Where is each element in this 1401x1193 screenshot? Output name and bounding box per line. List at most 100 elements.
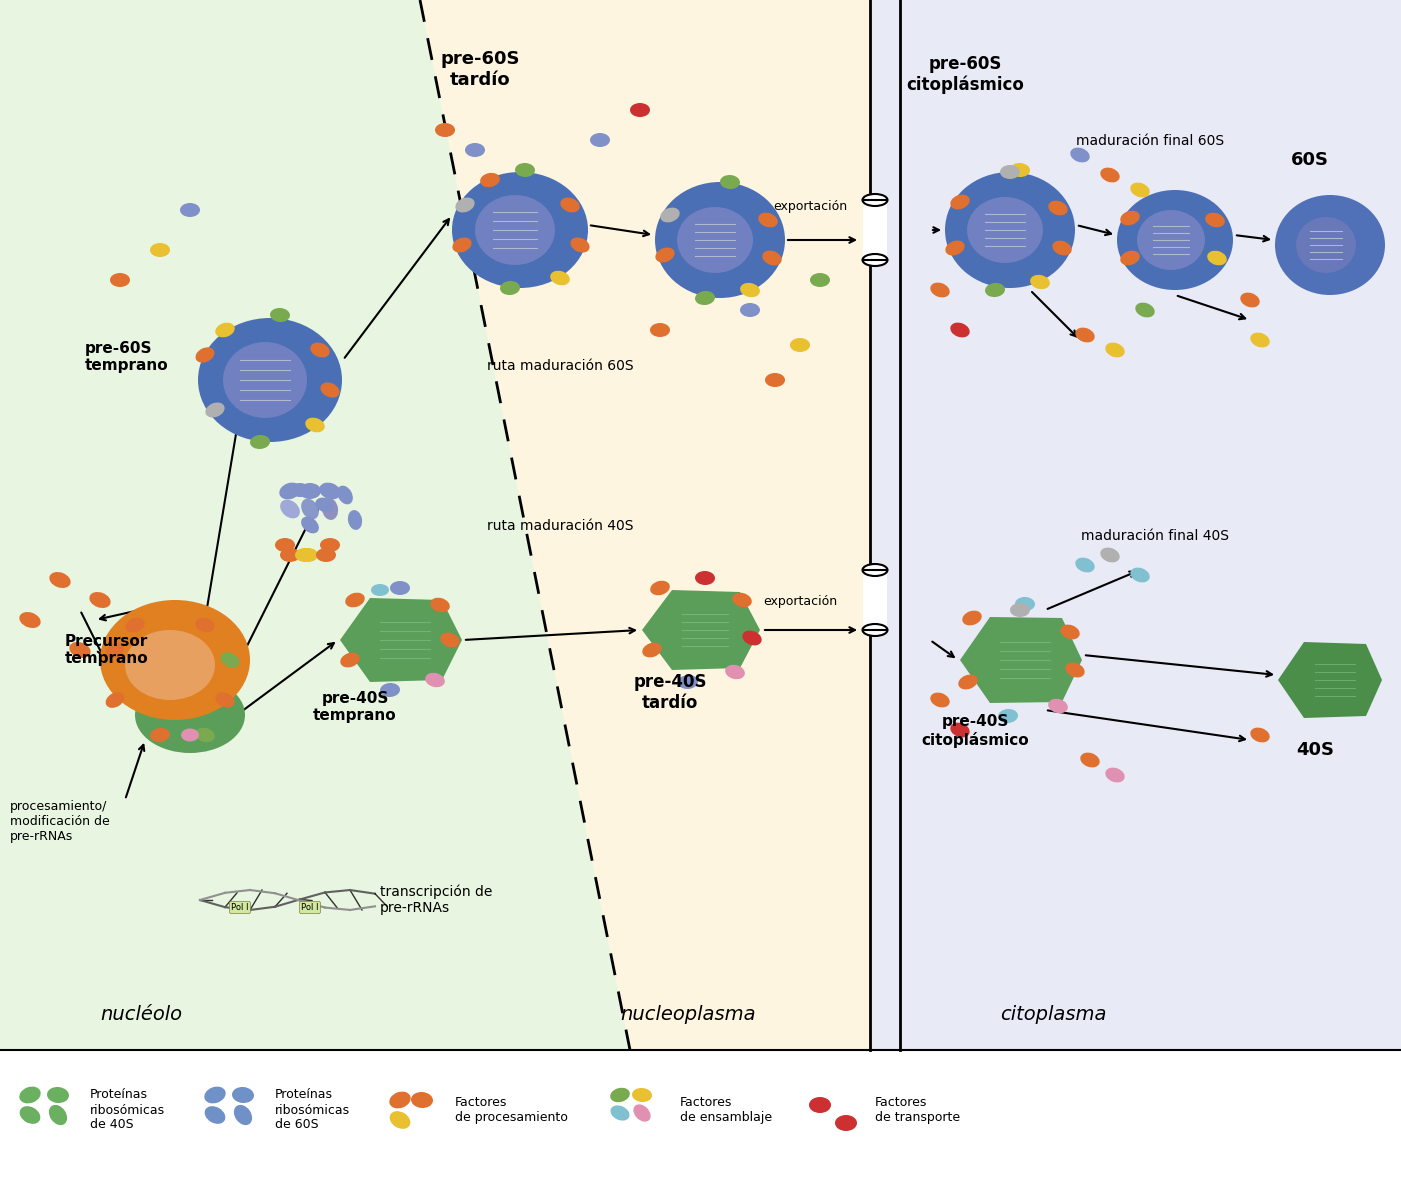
Ellipse shape — [1070, 148, 1090, 162]
Ellipse shape — [340, 653, 360, 667]
Ellipse shape — [950, 194, 969, 210]
Ellipse shape — [389, 1092, 410, 1108]
Ellipse shape — [425, 673, 446, 687]
Ellipse shape — [298, 548, 318, 562]
Ellipse shape — [590, 132, 609, 147]
Ellipse shape — [410, 1092, 433, 1108]
Text: pre-40S
citoplásmico: pre-40S citoplásmico — [922, 715, 1028, 748]
Ellipse shape — [743, 631, 762, 645]
Ellipse shape — [70, 642, 91, 659]
Ellipse shape — [430, 598, 450, 612]
Ellipse shape — [950, 723, 969, 737]
Ellipse shape — [216, 692, 234, 707]
Text: pre-40S
temprano: pre-40S temprano — [314, 691, 396, 723]
Ellipse shape — [301, 499, 319, 519]
Ellipse shape — [347, 511, 361, 530]
Ellipse shape — [305, 418, 325, 432]
Ellipse shape — [985, 283, 1005, 297]
Ellipse shape — [179, 203, 200, 217]
Text: nucleoplasma: nucleoplasma — [621, 1005, 755, 1024]
Ellipse shape — [465, 143, 485, 157]
Ellipse shape — [206, 402, 224, 418]
Ellipse shape — [205, 1087, 226, 1104]
Ellipse shape — [1131, 183, 1150, 197]
Ellipse shape — [551, 271, 570, 285]
Ellipse shape — [1240, 292, 1259, 308]
Ellipse shape — [99, 600, 249, 721]
Ellipse shape — [1065, 662, 1084, 678]
Text: ruta maduración 60S: ruta maduración 60S — [486, 359, 633, 373]
Ellipse shape — [216, 322, 235, 338]
Ellipse shape — [762, 251, 782, 266]
Text: Proteínas
ribosómicas
de 40S: Proteínas ribosómicas de 40S — [90, 1088, 165, 1131]
Ellipse shape — [1052, 241, 1072, 255]
Ellipse shape — [1121, 251, 1140, 265]
Ellipse shape — [642, 643, 661, 657]
Ellipse shape — [20, 612, 41, 628]
Ellipse shape — [835, 1115, 857, 1131]
Ellipse shape — [1135, 303, 1154, 317]
Ellipse shape — [500, 282, 520, 295]
Ellipse shape — [105, 642, 125, 657]
Ellipse shape — [656, 247, 675, 262]
Ellipse shape — [389, 1111, 410, 1129]
Ellipse shape — [695, 571, 715, 585]
Ellipse shape — [270, 308, 290, 322]
Ellipse shape — [1117, 190, 1233, 290]
Ellipse shape — [758, 212, 778, 228]
Ellipse shape — [380, 682, 401, 697]
Ellipse shape — [150, 728, 170, 742]
Polygon shape — [0, 0, 630, 1050]
Ellipse shape — [1105, 342, 1125, 358]
Text: Proteínas
ribosómicas
de 60S: Proteínas ribosómicas de 60S — [275, 1088, 350, 1131]
Ellipse shape — [453, 172, 588, 288]
Ellipse shape — [1138, 210, 1205, 270]
Polygon shape — [580, 0, 870, 1050]
Ellipse shape — [434, 123, 455, 137]
Ellipse shape — [298, 483, 321, 499]
Ellipse shape — [315, 497, 335, 513]
Ellipse shape — [234, 1105, 252, 1125]
Text: Factores
de ensamblaje: Factores de ensamblaje — [679, 1096, 772, 1124]
Ellipse shape — [1121, 211, 1140, 225]
Ellipse shape — [455, 198, 475, 212]
Ellipse shape — [1076, 328, 1094, 342]
Text: Factores
de transporte: Factores de transporte — [876, 1096, 960, 1124]
Ellipse shape — [279, 483, 301, 500]
Ellipse shape — [196, 347, 214, 363]
Ellipse shape — [695, 291, 715, 305]
Ellipse shape — [1048, 200, 1068, 216]
Text: Precursor
temprano: Precursor temprano — [64, 633, 149, 666]
Ellipse shape — [790, 338, 810, 352]
Ellipse shape — [296, 548, 315, 562]
Ellipse shape — [650, 581, 670, 595]
Ellipse shape — [630, 103, 650, 117]
Ellipse shape — [1061, 625, 1080, 639]
Ellipse shape — [105, 692, 125, 707]
Ellipse shape — [481, 173, 500, 187]
Ellipse shape — [20, 1106, 41, 1124]
Ellipse shape — [765, 373, 785, 387]
Ellipse shape — [810, 273, 829, 288]
Ellipse shape — [1208, 251, 1227, 265]
Ellipse shape — [1010, 163, 1030, 177]
Ellipse shape — [1100, 548, 1119, 562]
Ellipse shape — [1250, 333, 1269, 347]
Ellipse shape — [249, 435, 270, 449]
Text: procesamiento/
modificación de
pre-rRNAs: procesamiento/ modificación de pre-rRNAs — [10, 801, 109, 843]
Ellipse shape — [233, 1087, 254, 1104]
Ellipse shape — [1250, 728, 1269, 742]
Ellipse shape — [1131, 568, 1150, 582]
Bar — [863, 570, 887, 630]
Ellipse shape — [611, 1106, 629, 1120]
Ellipse shape — [1275, 194, 1386, 295]
Ellipse shape — [319, 538, 340, 552]
Ellipse shape — [205, 1106, 226, 1124]
Ellipse shape — [946, 241, 965, 255]
Ellipse shape — [111, 273, 130, 288]
Ellipse shape — [220, 653, 240, 668]
Polygon shape — [340, 598, 462, 682]
Ellipse shape — [863, 194, 887, 206]
Ellipse shape — [319, 483, 340, 500]
Ellipse shape — [280, 548, 300, 562]
